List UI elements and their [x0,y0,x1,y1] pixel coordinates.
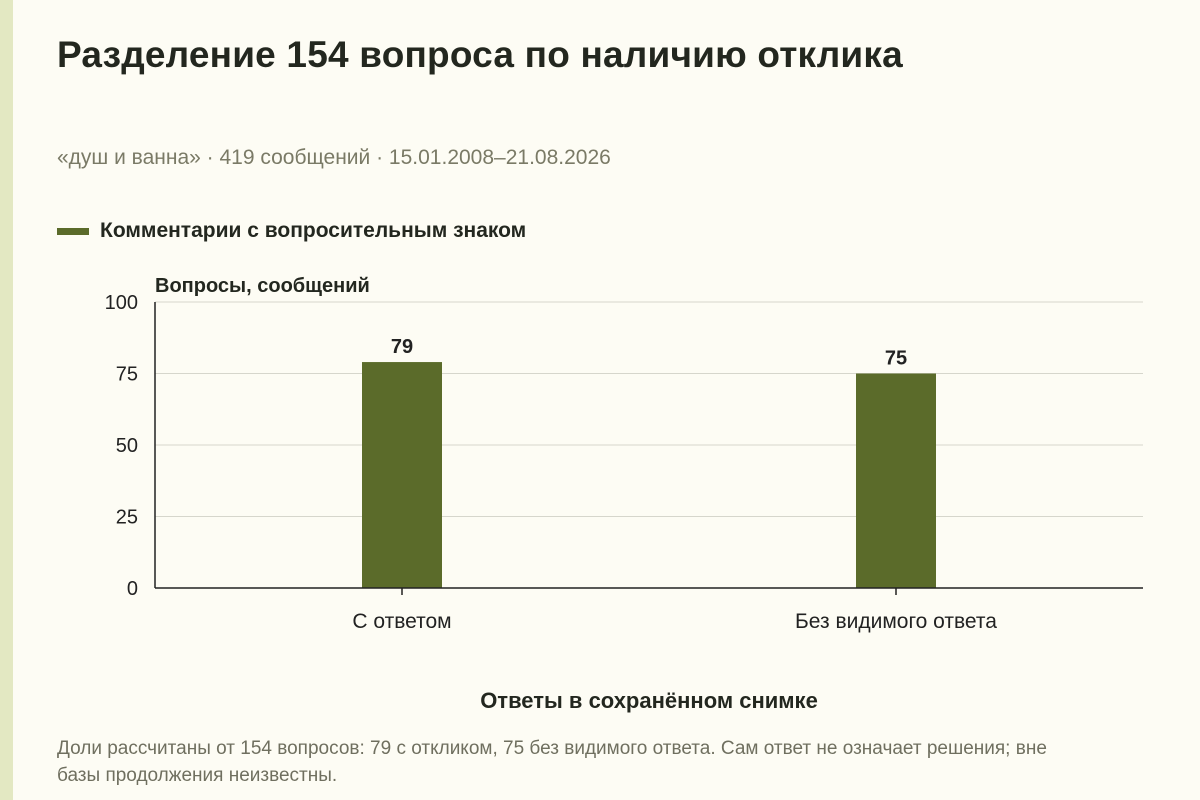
chart-labels: 0 25 50 75 100 Вопросы, сообщений 79 С ответом 7… [105,275,998,713]
chart-subtitle: «душ и ванна» · 419 сообщений · 15.01.20… [57,146,611,169]
legend: Комментарии с вопросительным знаком [57,219,526,243]
axes [154,302,1143,595]
y-axis-title: Вопросы, сообщений [155,275,370,297]
legend-swatch [57,227,89,235]
y-tick-label: 0 [127,578,138,600]
accent-side-bar [0,0,13,800]
bar-value-label: 79 [391,336,413,358]
y-tick-label: 75 [116,364,138,386]
y-tick-label: 100 [105,292,138,314]
bar-1 [856,373,936,588]
bar-value-label: 75 [885,348,907,370]
x-axis-title: Ответы в сохранённом снимке [480,688,818,713]
grid-lines [155,301,1143,517]
x-tick-label: С ответом [352,610,451,633]
x-tick-label: Без видимого ответа [795,610,997,633]
footnote: Доли рассчитаны от 154 вопросов: 79 с от… [57,738,1047,786]
bars [362,362,936,588]
y-tick-label: 25 [116,507,138,529]
bar-0 [362,362,442,588]
y-tick-label: 50 [116,435,138,457]
chart-title: Разделение 154 вопроса по наличию отклик… [57,34,903,75]
legend-label: Комментарии с вопросительным знаком [100,219,527,242]
